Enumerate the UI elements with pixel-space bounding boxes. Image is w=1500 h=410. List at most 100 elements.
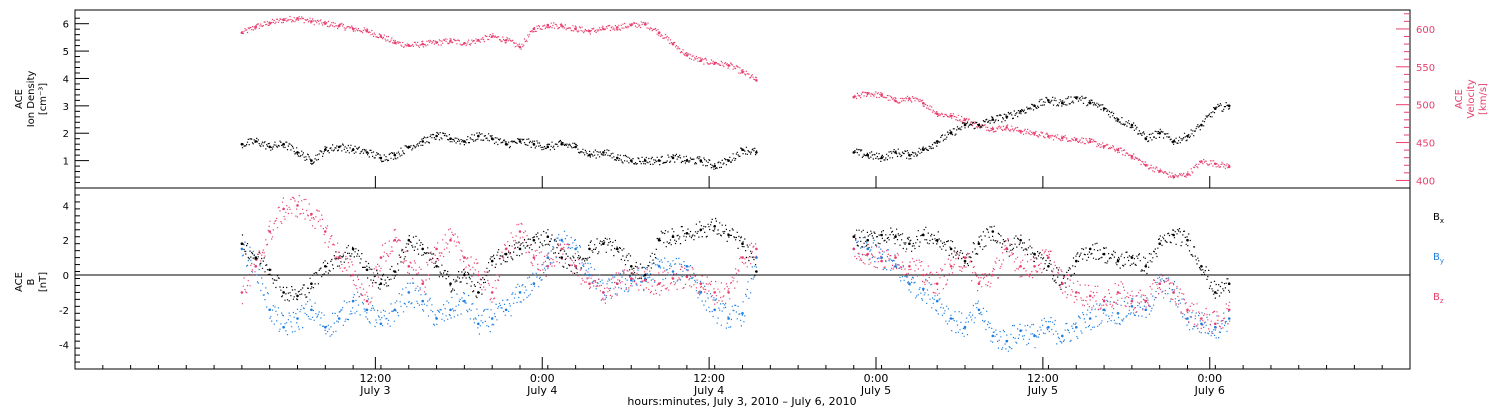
bot-points-point [365,299,369,303]
legend-By-label: By [1433,252,1444,265]
bot-points-point [574,265,577,268]
bot-points-point [324,265,327,268]
bot-points-point [504,252,508,256]
bot-points-point [1214,322,1217,326]
top-y2label-line-2: Velocity [1466,79,1477,118]
bot-points-point [379,282,383,286]
bottom-panel-bx-dots [241,217,1231,302]
bot-points-point [560,256,563,259]
bot-points-point [657,238,661,242]
top-vel-line-point [504,39,508,42]
bot-points-point [532,238,536,242]
top-vel-line-point [866,92,869,95]
bot-points-point [755,256,758,259]
top-y2label-line-3: [km/s] [1478,83,1489,115]
bottom-left-tick-label: 0 [63,271,69,282]
top-vel-line-point [296,17,299,20]
bot-points-point [1186,238,1189,242]
bot-points-point [449,238,452,242]
top-vel-line-point [1061,136,1064,140]
bottom-left-tick-label: 4 [63,201,69,212]
bot-points-point [1075,325,1078,329]
bot-bz-dots-cloud [241,195,1231,334]
bot-points-point [1088,294,1092,298]
bot-points-point [351,247,355,251]
bot-points-point [407,291,411,294]
top-den-line-point [977,123,981,127]
bot-points-point [393,270,397,273]
x-tick-date-label: July 5 [1027,384,1058,397]
top-panel-right-ticks: 400 450 500 550 600 [1396,13,1435,189]
bot-points-point [407,238,411,242]
top-den-line-point [1033,104,1036,108]
top-vel-line-point [337,24,341,28]
bot-points-point [254,256,258,259]
bot-points-point [1186,308,1189,312]
top-den-line-point [477,134,480,138]
bot-points-point [324,325,327,329]
top-vel-line-point [1102,145,1106,148]
top-left-tick-label: 2 [63,129,69,140]
bot-points-point [504,247,508,251]
bot-points-point [1200,317,1203,320]
top-vel-line-point [1088,140,1092,144]
bot-points-point [379,256,383,259]
top-den-line-point [685,159,689,162]
top-vel-line-point [351,27,355,31]
bot-points-point [546,256,550,259]
bot-points-point [435,247,438,251]
bot-points-point [852,235,856,238]
bot-points-point [1033,252,1036,256]
bot-points-point [1102,252,1106,256]
top-den-line-point [365,151,369,154]
bot-points-point [894,256,897,259]
top-den-line-point [616,156,619,160]
top-vel-line-point [324,22,327,25]
bot-points-point [1116,259,1120,263]
top-vel-line-point [560,24,563,28]
bot-points-point [963,259,967,263]
bot-points-point [699,291,703,294]
top-y2label-line-1: ACE [1454,89,1465,109]
top-den-line-point [963,123,967,127]
top-den-line-point [1075,96,1078,99]
bot-points-point [240,242,244,245]
bot-points-point [1227,317,1231,320]
bot-points-point [365,268,369,272]
top-den-line-point [602,151,605,154]
bot-points-point [908,282,911,286]
bot-points-point [922,273,925,277]
top-den-line-point [504,142,508,146]
top-vel-line-point [1047,135,1050,138]
bottom-ylabel-line-2: B [26,278,37,285]
bot-points-point [685,232,689,235]
top-den-line-point [699,159,703,162]
bot-points-point [518,291,522,294]
bot-points-point [880,259,883,263]
bot-points-point [699,282,703,286]
bot-points-point [1019,329,1022,333]
top-vel-line-point [477,39,480,42]
top-vel-line-point [616,26,619,29]
top-vel-line-point [741,70,744,74]
bot-points-point [1116,312,1120,315]
bot-points-point [407,265,411,268]
top-vel-line-point [490,35,494,38]
bot-points-point [1144,265,1148,268]
top-den-line-point [1047,99,1050,102]
bot-points-point [922,233,925,237]
top-vel-line-point [852,95,856,99]
bot-points-point [755,270,758,273]
top-den-line-point [1172,140,1175,143]
top-vel-line-point [435,41,438,44]
bot-points-point [560,238,563,242]
bot-points-point [908,242,911,245]
top-den-line-point [546,145,550,149]
bot-points-point [963,256,967,259]
bot-points-point [1033,265,1036,268]
top-den-line-point [643,159,647,162]
bot-points-point [310,308,313,312]
top-den-line-point [588,153,591,157]
top-vel-line-point [671,42,675,46]
top-vel-line-point [949,114,953,118]
